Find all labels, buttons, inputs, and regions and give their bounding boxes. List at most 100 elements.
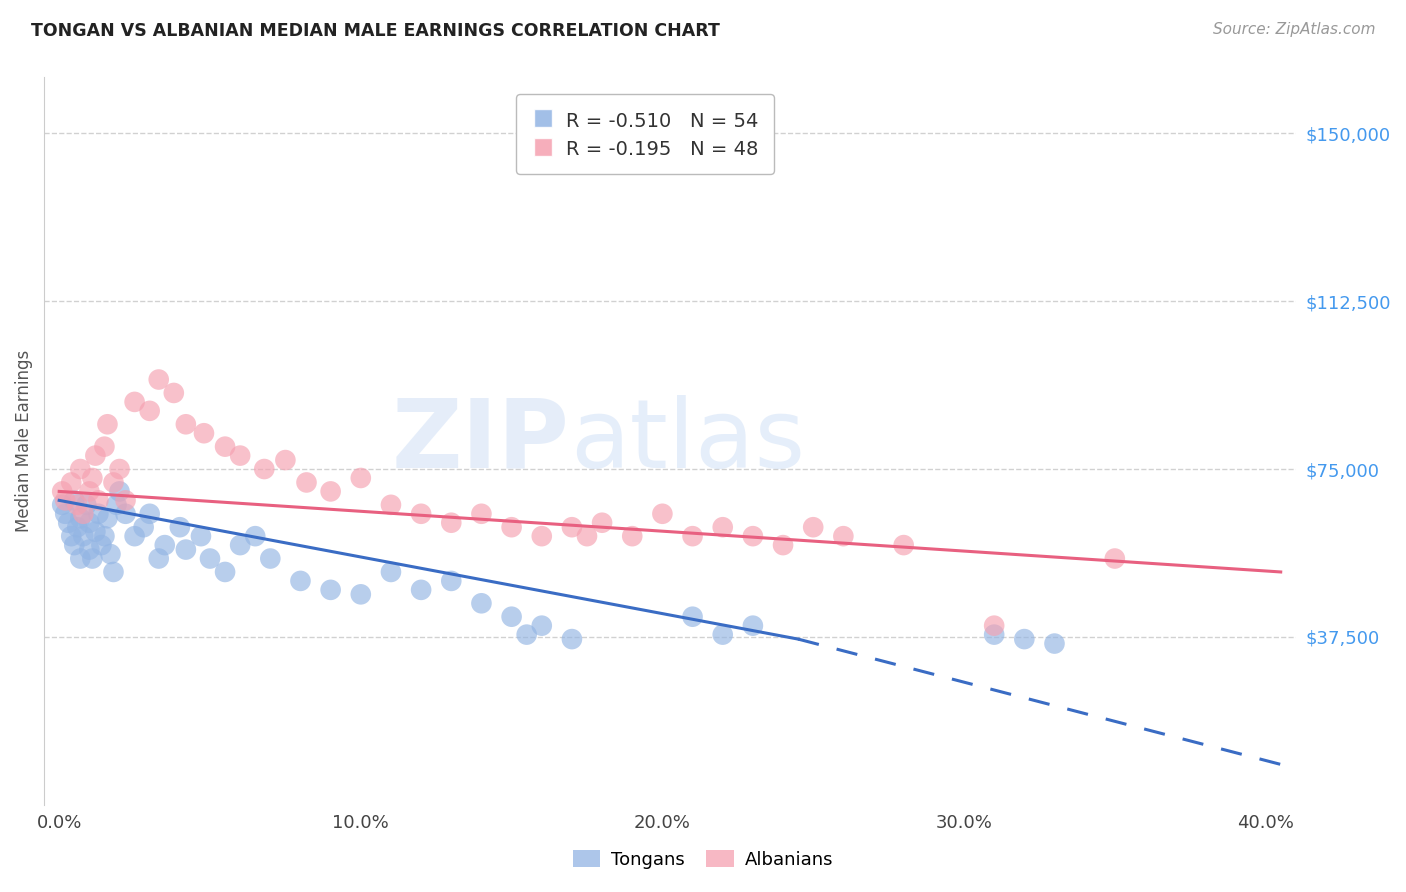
Point	[163, 386, 186, 401]
Point	[801, 520, 824, 534]
Point	[63, 493, 86, 508]
Point	[530, 618, 553, 632]
Point	[470, 596, 492, 610]
Point	[591, 516, 613, 530]
Point	[124, 395, 146, 409]
Point	[380, 565, 402, 579]
Point	[350, 587, 373, 601]
Point	[1043, 636, 1066, 650]
Point	[174, 542, 197, 557]
Point	[138, 404, 160, 418]
Point	[60, 529, 83, 543]
Point	[79, 516, 101, 530]
Point	[79, 542, 101, 557]
Point	[114, 507, 136, 521]
Point	[440, 516, 463, 530]
Point	[470, 507, 492, 521]
Point	[93, 440, 115, 454]
Point	[124, 529, 146, 543]
Point	[411, 582, 433, 597]
Text: atlas: atlas	[569, 394, 806, 488]
Point	[1104, 551, 1126, 566]
Point	[72, 507, 94, 521]
Point	[82, 471, 104, 485]
Point	[832, 529, 855, 543]
Point	[274, 453, 297, 467]
Point	[682, 529, 704, 543]
Point	[79, 484, 101, 499]
Point	[93, 529, 115, 543]
Point	[983, 627, 1005, 641]
Y-axis label: Median Male Earnings: Median Male Earnings	[15, 350, 32, 533]
Point	[51, 498, 73, 512]
Point	[530, 529, 553, 543]
Point	[51, 484, 73, 499]
Point	[290, 574, 312, 588]
Point	[82, 551, 104, 566]
Point	[190, 529, 212, 543]
Point	[245, 529, 267, 543]
Point	[84, 524, 107, 539]
Point	[108, 484, 131, 499]
Point	[90, 538, 112, 552]
Point	[772, 538, 794, 552]
Point	[440, 574, 463, 588]
Point	[516, 627, 538, 641]
Point	[53, 493, 76, 508]
Point	[72, 529, 94, 543]
Point	[169, 520, 191, 534]
Point	[174, 417, 197, 432]
Point	[87, 507, 110, 521]
Point	[501, 520, 523, 534]
Text: TONGAN VS ALBANIAN MEDIAN MALE EARNINGS CORRELATION CHART: TONGAN VS ALBANIAN MEDIAN MALE EARNINGS …	[31, 22, 720, 40]
Point	[69, 462, 91, 476]
Point	[103, 475, 125, 490]
Point	[319, 484, 342, 499]
Point	[84, 449, 107, 463]
Point	[114, 493, 136, 508]
Point	[295, 475, 318, 490]
Point	[214, 440, 236, 454]
Point	[214, 565, 236, 579]
Point	[561, 520, 583, 534]
Point	[108, 462, 131, 476]
Point	[229, 538, 252, 552]
Point	[682, 609, 704, 624]
Point	[75, 498, 97, 512]
Point	[103, 565, 125, 579]
Point	[96, 511, 118, 525]
Point	[711, 627, 734, 641]
Point	[148, 551, 170, 566]
Point	[380, 498, 402, 512]
Point	[411, 507, 433, 521]
Point	[741, 618, 763, 632]
Point	[58, 516, 80, 530]
Point	[53, 507, 76, 521]
Legend: Tongans, Albanians: Tongans, Albanians	[565, 843, 841, 876]
Point	[501, 609, 523, 624]
Point	[96, 417, 118, 432]
Point	[153, 538, 176, 552]
Text: Source: ZipAtlas.com: Source: ZipAtlas.com	[1212, 22, 1375, 37]
Point	[69, 511, 91, 525]
Point	[193, 426, 215, 441]
Point	[319, 582, 342, 597]
Point	[69, 551, 91, 566]
Point	[1014, 632, 1036, 646]
Point	[259, 551, 281, 566]
Point	[66, 520, 89, 534]
Point	[575, 529, 598, 543]
Text: ZIP: ZIP	[392, 394, 569, 488]
Point	[711, 520, 734, 534]
Point	[148, 372, 170, 386]
Point	[87, 493, 110, 508]
Point	[253, 462, 276, 476]
Point	[105, 498, 128, 512]
Point	[198, 551, 221, 566]
Point	[893, 538, 915, 552]
Point	[66, 498, 89, 512]
Legend: R = -0.510   N = 54, R = -0.195   N = 48: R = -0.510 N = 54, R = -0.195 N = 48	[516, 95, 775, 174]
Point	[138, 507, 160, 521]
Point	[983, 618, 1005, 632]
Point	[621, 529, 644, 543]
